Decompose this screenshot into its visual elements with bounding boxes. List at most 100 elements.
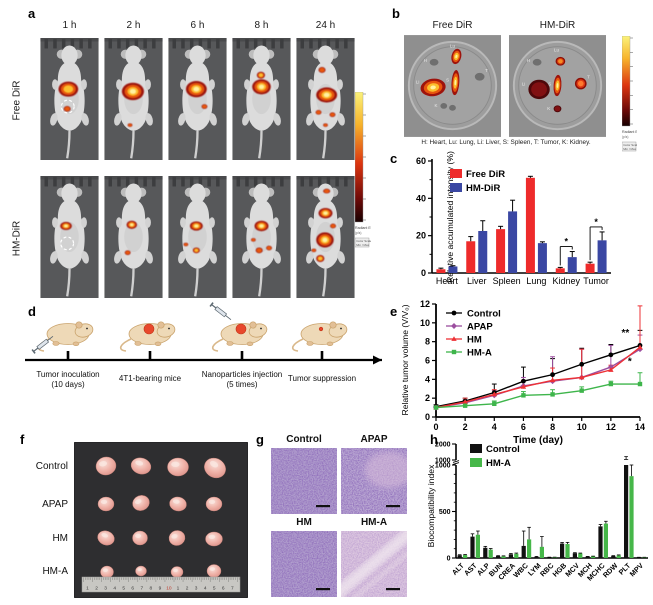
step-label-2: 4T1-bearing mice <box>90 374 210 384</box>
cage-bar <box>335 39 339 49</box>
mouse-arm <box>52 79 58 90</box>
mouse-fluorescence-image <box>296 38 355 160</box>
bar-hm-dir <box>448 266 458 273</box>
chart-text: 10 <box>166 586 172 592</box>
mouse-foot <box>114 113 122 126</box>
cage-bar <box>134 39 139 49</box>
marker-square <box>579 388 584 393</box>
marker-square <box>637 381 643 387</box>
mouse-cartoon <box>31 321 94 354</box>
chart-text: Free DiR <box>466 169 505 180</box>
mouse-foot <box>306 251 314 264</box>
chart-text: Radiant Efficiency <box>355 226 371 230</box>
tumor-highlight <box>137 568 142 571</box>
mouse-fluorescence-image <box>296 176 355 298</box>
series-line-hm-a <box>435 383 640 409</box>
bar-control <box>547 557 552 558</box>
chart-text: 4 <box>113 586 116 592</box>
tumor-highlight <box>99 461 108 467</box>
fluorescence-blob <box>324 189 330 193</box>
fluorescence-blob <box>322 237 328 242</box>
bar-hm-dir <box>508 211 518 273</box>
cage-bar <box>88 39 92 49</box>
fluorescence-blob <box>312 249 316 252</box>
fluorescence-layer <box>121 82 144 127</box>
mouse-arm <box>209 79 215 90</box>
mouse-foot <box>337 113 345 126</box>
mouse-fluorescence-image <box>232 38 291 160</box>
mouse-head <box>61 45 78 66</box>
organ-blob <box>553 105 562 113</box>
marker-triangle <box>491 391 497 397</box>
cage-bar <box>236 39 241 49</box>
panel-f-label: f <box>20 432 25 447</box>
chart-text: Radiant Efficiency <box>622 130 637 134</box>
experiment-timeline <box>20 302 400 370</box>
chart-text: (p/s) <box>355 231 361 235</box>
mouse-foot <box>81 251 89 264</box>
mouse-foot <box>306 113 314 126</box>
chart-text: Tumor <box>583 276 609 286</box>
histology-tile-svg <box>271 448 337 514</box>
organ-blob <box>528 79 550 100</box>
bar-free-dir <box>436 269 446 273</box>
tumor-blob <box>97 496 115 512</box>
chart-text: * <box>628 356 632 367</box>
cage-bar <box>143 39 147 49</box>
series-line-control <box>435 344 641 408</box>
mouse-head <box>317 45 334 66</box>
bar-control <box>585 556 590 558</box>
photo-background <box>74 442 248 598</box>
chart-text: 6 <box>131 586 134 592</box>
bar-control <box>560 543 565 558</box>
cage-bar <box>271 177 275 187</box>
tumor-blob <box>167 457 189 477</box>
chart-text: HM-A <box>486 458 511 469</box>
bar-hm-a <box>488 549 493 558</box>
chart-text: Time (day) <box>513 435 563 446</box>
mouse-tail <box>130 130 135 159</box>
bar-hm-a <box>591 556 596 558</box>
syringe-barrel <box>214 306 228 318</box>
tumor-volume-line-chart: 0 2 4 6 8 10 12 0 2 4 6 8 10 12 14 Time (day) Relative t… <box>398 298 650 447</box>
chart-text: 8 <box>425 337 430 347</box>
mouse-arm <box>116 79 122 90</box>
panel-b-label: b <box>392 6 400 21</box>
mouse-arm <box>244 79 250 90</box>
necrotic-area <box>365 452 407 488</box>
cage-bar <box>61 39 66 49</box>
cage-bar <box>44 39 49 49</box>
cartoon-tumor <box>143 323 155 335</box>
mouse-tail <box>66 268 71 297</box>
chart-text: T <box>485 68 488 73</box>
tumor-blob <box>206 564 222 578</box>
marker-circle <box>451 310 457 316</box>
cartoon-eye <box>168 327 170 330</box>
legend-swatch <box>470 444 482 453</box>
fluorescence-blob <box>323 92 330 97</box>
histology-tile-svg <box>341 448 407 514</box>
mouse-foot <box>273 113 281 126</box>
chart-text: 1000 <box>435 458 451 465</box>
chart-text: Li <box>416 80 419 85</box>
chart-text: Kidney <box>552 276 580 286</box>
mouse-head <box>125 45 142 66</box>
row-label-hm-dir: HM-DiR <box>11 220 23 257</box>
timepoint-24h: 24 h <box>315 20 336 31</box>
chart-text: 8 <box>550 422 555 432</box>
mouse-head <box>253 45 270 66</box>
chart-text: Liver <box>467 276 487 286</box>
syringe-flange <box>209 302 214 307</box>
tumor-blob <box>170 566 184 578</box>
mouse-arm <box>337 217 343 228</box>
fluorescence-layer <box>251 220 272 254</box>
dish-title-free-dir: Free DiR <box>432 20 473 31</box>
marker-triangle <box>520 384 527 389</box>
tumor-highlight <box>135 533 142 538</box>
chart-text: (p/s) <box>622 135 628 139</box>
chart-text: Spleen <box>493 276 521 286</box>
chart-text: 1 <box>86 586 89 592</box>
cage-bar <box>262 39 267 49</box>
fluorescence-blob <box>63 85 74 93</box>
